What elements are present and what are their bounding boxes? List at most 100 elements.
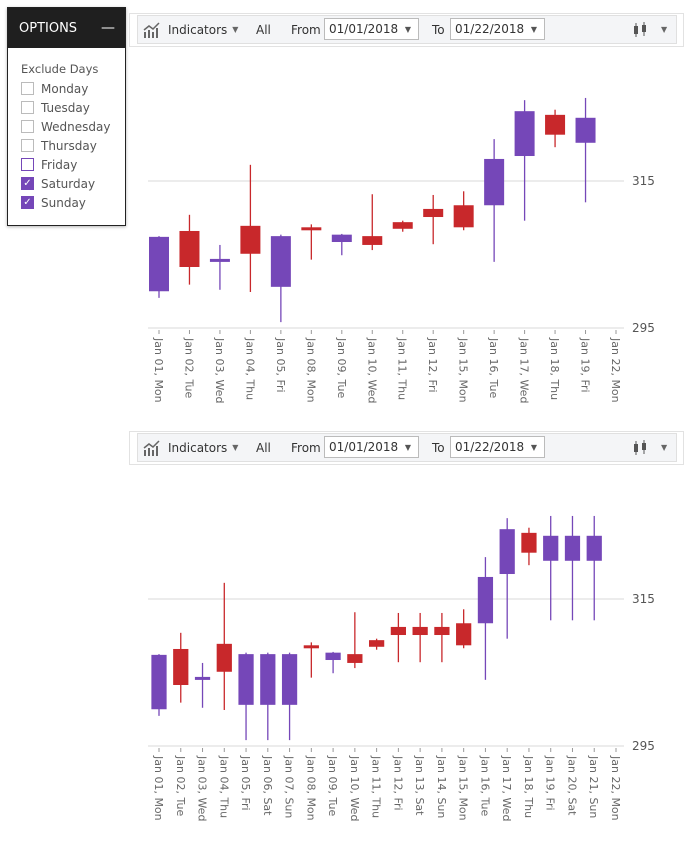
indicators-icon <box>143 21 160 38</box>
checkbox[interactable]: ✓ <box>21 196 34 209</box>
day-label: Sunday <box>41 195 86 210</box>
to-date-input[interactable]: 01/22/2018 ▼ <box>450 18 545 40</box>
candle-body <box>238 654 254 705</box>
options-title: OPTIONS <box>19 20 78 36</box>
candle-body <box>216 643 232 672</box>
chart-toolbar: Indicators ▼ All From 01/01/2018 ▼ To 01/2… <box>137 433 677 462</box>
minus-icon[interactable]: — <box>101 20 115 36</box>
day-label: Friday <box>41 157 78 172</box>
chevron-down-icon: ▼ <box>530 442 537 452</box>
range-all-button[interactable]: All <box>256 22 271 37</box>
to-label: To <box>432 22 445 37</box>
options-panel: OPTIONS — Exclude Days Monday Tuesday Wedn… <box>7 7 126 226</box>
x-tick-label: Jan 17, Wed <box>518 337 531 403</box>
to-label: To <box>432 440 445 455</box>
exclude-day-friday[interactable]: Friday <box>21 155 125 174</box>
x-tick-label: Jan 22, Mon <box>609 755 622 821</box>
chart-toolbar: Indicators ▼ All From 01/01/2018 ▼ To 01/2… <box>137 15 677 44</box>
from-date-value: 01/01/2018 <box>329 440 399 454</box>
candle-body <box>173 648 189 685</box>
x-tick-label: Jan 09, Tue <box>335 337 348 398</box>
day-label: Wednesday <box>41 119 111 134</box>
from-date-input[interactable]: 01/01/2018 ▼ <box>324 436 419 458</box>
x-tick-label: Jan 01, Mon <box>152 337 165 403</box>
x-tick-label: Jan 16, Tue <box>478 755 491 816</box>
exclude-day-tuesday[interactable]: Tuesday <box>21 98 125 117</box>
chevron-down-icon: ▼ <box>232 443 239 452</box>
x-tick-label: Jan 03, Wed <box>213 337 226 403</box>
x-tick-label: Jan 08, Mon <box>304 337 317 403</box>
toolbar-frame <box>129 13 684 47</box>
to-date-value: 01/22/2018 <box>455 22 525 36</box>
indicators-button[interactable]: Indicators ▼ <box>143 16 238 43</box>
exclude-day-thursday[interactable]: Thursday <box>21 136 125 155</box>
checkbox[interactable] <box>21 101 34 114</box>
x-tick-label: Jan 20, Sat <box>565 755 578 816</box>
chart-type-button[interactable]: ▼ <box>632 16 667 43</box>
candle-body <box>301 227 322 231</box>
x-tick-label: Jan 12, Fri <box>391 755 404 811</box>
candle-body <box>543 535 559 561</box>
chevron-down-icon: ▼ <box>404 442 411 452</box>
x-tick-label: Jan 17, Wed <box>500 755 513 821</box>
candle-body <box>260 654 276 705</box>
candle-body <box>325 652 341 661</box>
exclude-day-saturday[interactable]: ✓ Saturday <box>21 174 125 193</box>
checkbox[interactable] <box>21 139 34 152</box>
candle-body <box>484 158 505 206</box>
indicators-button[interactable]: Indicators ▼ <box>143 434 238 461</box>
x-tick-label: Jan 18, Thu <box>548 337 561 400</box>
candlestick-plot: 295 315 Jan 01, Mon Jan 02, Tue Jan 03, Wed J… <box>148 97 655 403</box>
y-tick-label: 315 <box>632 592 655 606</box>
from-label: From <box>291 22 321 37</box>
candle-body <box>453 205 474 228</box>
options-header: OPTIONS — <box>8 8 125 48</box>
x-tick-label: Jan 13, Sat <box>413 755 426 816</box>
chart-type-button[interactable]: ▼ <box>632 434 667 461</box>
candle-body <box>369 640 385 647</box>
stock-chart-1: Indicators ▼ All From 01/01/2018 ▼ To 01/2… <box>0 0 692 418</box>
candle-body <box>240 225 261 254</box>
x-tick-label: Jan 05, Fri <box>274 337 287 393</box>
candle-body <box>194 676 211 680</box>
x-tick-label: Jan 19, Fri <box>544 755 557 811</box>
candle-body <box>347 654 363 663</box>
checkbox[interactable]: ✓ <box>21 177 34 190</box>
exclude-day-wednesday[interactable]: Wednesday <box>21 117 125 136</box>
candle-body <box>545 114 566 135</box>
x-tick-label: Jan 02, Tue <box>182 337 195 398</box>
to-date-value: 01/22/2018 <box>455 440 525 454</box>
x-tick-label: Jan 04, Thu <box>217 755 230 818</box>
candle-body <box>499 529 515 575</box>
x-tick-label: Jan 11, Thu <box>370 755 383 818</box>
candle-body <box>149 236 169 292</box>
x-tick-label: Jan 12, Fri <box>426 337 439 393</box>
checkbox[interactable] <box>21 158 34 171</box>
indicators-label: Indicators <box>168 440 228 455</box>
candle-body <box>209 258 230 262</box>
candle-body <box>390 626 406 636</box>
toolbar-frame <box>129 431 684 465</box>
from-date-input[interactable]: 01/01/2018 ▼ <box>324 18 419 40</box>
candle-body <box>270 236 291 287</box>
candle-body <box>477 576 494 624</box>
x-tick-label: Jan 18, Thu <box>522 755 535 818</box>
range-all-button[interactable]: All <box>256 440 271 455</box>
candle-body <box>412 626 428 636</box>
x-tick-label: Jan 16, Tue <box>487 337 500 398</box>
exclude-day-sunday[interactable]: ✓ Sunday <box>21 193 125 212</box>
checkbox[interactable] <box>21 120 34 133</box>
exclude-days-label: Exclude Days <box>21 62 99 76</box>
x-tick-label: Jan 01, Mon <box>152 755 165 821</box>
checkbox[interactable] <box>21 82 34 95</box>
x-tick-label: Jan 07, Sun <box>283 755 296 818</box>
day-label: Saturday <box>41 176 96 191</box>
candle-body <box>564 535 581 561</box>
x-tick-label: Jan 14, Sun <box>435 755 448 818</box>
x-tick-label: Jan 15, Mon <box>457 755 470 821</box>
to-date-input[interactable]: 01/22/2018 ▼ <box>450 436 545 458</box>
candle-body <box>179 230 200 267</box>
day-label: Thursday <box>41 138 97 153</box>
exclude-day-monday[interactable]: Monday <box>21 79 125 98</box>
x-tick-label: Jan 10, Wed <box>365 337 378 403</box>
